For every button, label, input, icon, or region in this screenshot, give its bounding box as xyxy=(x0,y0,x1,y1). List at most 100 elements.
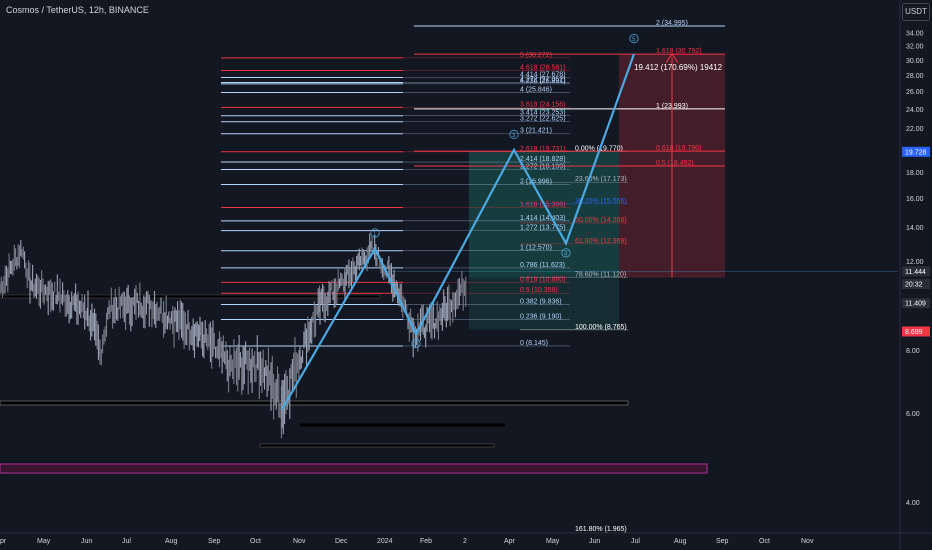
price-tag-label: 19.728 xyxy=(905,149,927,156)
target-label: 1.618 (30.792) xyxy=(656,48,702,55)
x-tick-label: Feb xyxy=(420,538,432,545)
extension-label: 1 (12.570) xyxy=(520,245,552,252)
y-tick-label: 28.00 xyxy=(906,73,924,80)
wave-label: 4 xyxy=(564,251,568,257)
wave-label: 5 xyxy=(632,37,636,43)
x-tick-label: Jul xyxy=(631,538,640,545)
extension-label: 4.272 (27.052) xyxy=(520,77,566,84)
x-tick-label: Dec xyxy=(335,538,348,545)
retracement-label: 23.60% (17.173) xyxy=(575,176,627,183)
extension-label: 4.414 (27.678) xyxy=(520,72,566,79)
x-tick-label: Jun xyxy=(589,538,600,545)
price-tag-label: 20:32 xyxy=(905,282,923,289)
y-tick-label: 16.00 xyxy=(906,196,924,203)
y-tick-label: 6.00 xyxy=(906,411,920,418)
wave-label: 2 xyxy=(414,342,418,348)
y-tick-label: 26.00 xyxy=(906,89,924,96)
extension-label: 3 (21.421) xyxy=(520,128,552,135)
target-label: 0.5 (18.492) xyxy=(656,160,694,167)
wave-marker xyxy=(629,33,639,44)
price-tag-label: 8.699 xyxy=(905,329,923,336)
extension-label: 1.272 (13.775) xyxy=(520,225,566,232)
extension-label: 0.786 (11.623) xyxy=(520,262,565,269)
wave-marker xyxy=(509,129,519,140)
wave-marker xyxy=(370,228,380,238)
extension-label: 0.382 (9.836) xyxy=(520,299,562,306)
x-tick-label: Sep xyxy=(716,538,729,545)
extension-label: 2.272 (18.199) xyxy=(520,164,566,171)
target-arrow-head xyxy=(665,53,679,64)
profit-zone xyxy=(469,151,619,278)
y-tick-label: 4.00 xyxy=(906,500,920,507)
extension-label: 4 (25.846) xyxy=(520,87,552,94)
extension-label: 4.236 (26.891) xyxy=(520,78,566,85)
price-tag xyxy=(902,266,930,277)
x-tick-label: May xyxy=(546,538,560,545)
extension-label: 3.414 (23.253) xyxy=(520,110,566,117)
price-tag xyxy=(902,146,930,157)
wave-marker xyxy=(561,248,571,258)
x-tick-label: Aug xyxy=(165,538,178,545)
extension-label: 2.414 (18.828) xyxy=(520,156,566,163)
x-tick-label: Jun xyxy=(81,538,92,545)
retracement-label: 161.80% (1.965) xyxy=(575,526,627,533)
price-candles xyxy=(0,233,467,439)
y-tick-label: 24.00 xyxy=(906,107,924,114)
extension-label: 4.618 (28.581) xyxy=(520,64,566,71)
resistance-bar xyxy=(0,294,381,299)
y-tick-label: 30.00 xyxy=(906,58,924,65)
chart-title: Cosmos / TetherUS, 12h, BINANCE xyxy=(6,5,149,15)
x-tick-label: 2 xyxy=(463,538,467,545)
extension-label: 1.414 (14.403) xyxy=(520,215,566,222)
y-tick-label: 14.00 xyxy=(906,225,924,232)
extension-label: 0.5 (10.358) xyxy=(520,287,558,294)
x-tick-label: 2024 xyxy=(377,538,393,545)
target-label: 0.618 (19.790) xyxy=(656,145,702,152)
x-tick-label: May xyxy=(37,538,51,545)
extension-label: 2.618 (19.731) xyxy=(520,146,566,153)
extension-label: 5 (30.272) xyxy=(520,52,552,59)
target-label: 2 (34.995) xyxy=(656,20,688,27)
retracement-label: 61.80% (12.969) xyxy=(575,238,627,245)
x-tick-label: Oct xyxy=(759,538,770,545)
y-tick-label: 32.00 xyxy=(906,44,924,51)
currency-button[interactable]: USDT xyxy=(902,3,930,21)
price-tag-label: 11.409 xyxy=(905,301,926,308)
y-tick-label: 22.00 xyxy=(906,126,924,133)
price-tag xyxy=(902,326,930,337)
wave-label: 3 xyxy=(512,133,516,139)
profit-zone-lower xyxy=(469,277,619,330)
extension-label: 3.618 (24.156) xyxy=(520,101,566,108)
x-tick-label: pr xyxy=(0,538,7,545)
y-tick-label: 34.00 xyxy=(906,30,924,37)
x-tick-label: Aug xyxy=(674,538,687,545)
y-tick-label: 18.00 xyxy=(906,170,924,177)
x-tick-label: Nov xyxy=(293,538,306,545)
extension-label: 0.236 (9.190) xyxy=(520,313,562,320)
retracement-label: 50.00% (14.268) xyxy=(575,217,627,224)
retracement-label: 78.60% (11.120) xyxy=(575,272,626,279)
price-tag xyxy=(902,298,930,309)
x-tick-label: Sep xyxy=(208,538,221,545)
price-tag xyxy=(902,279,930,290)
support-bar xyxy=(0,400,629,406)
x-tick-label: Nov xyxy=(801,538,814,545)
support-bar-low xyxy=(259,443,495,448)
x-tick-label: Oct xyxy=(250,538,261,545)
demand-zone xyxy=(0,463,708,474)
wave-label: 1 xyxy=(373,231,377,237)
retracement-label: 38.20% (15.566) xyxy=(575,198,627,205)
retracement-label: 100.00% (8.765) xyxy=(575,324,627,331)
y-tick-label: 12.00 xyxy=(906,259,924,266)
extension-label: 0 (8.145) xyxy=(520,340,548,347)
extension-label: 3.272 (22.625) xyxy=(520,116,566,123)
y-tick-label: 8.00 xyxy=(906,348,920,355)
extension-label: 0.618 (10.880) xyxy=(520,276,566,283)
x-tick-label: Jul xyxy=(122,538,131,545)
extension-label: 1.618 (15.306) xyxy=(520,202,566,209)
wave-marker xyxy=(411,338,421,349)
target-annotation: 19.412 (170.69%) 19412 xyxy=(634,63,723,72)
price-tag-label: 11.444 xyxy=(905,269,926,276)
x-tick-label: Apr xyxy=(504,538,516,545)
